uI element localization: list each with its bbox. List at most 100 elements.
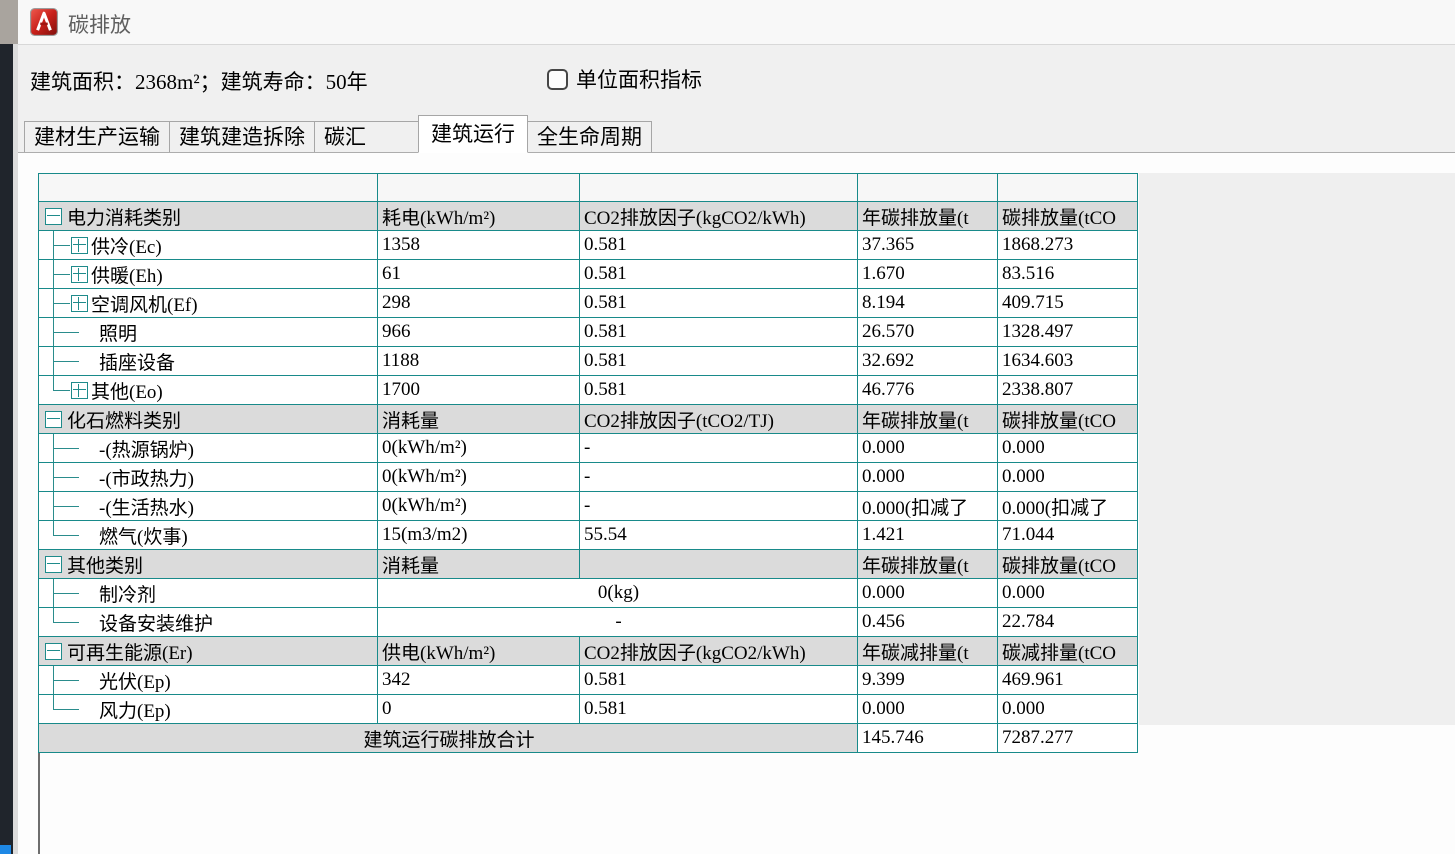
value-cell[interactable]: 0.581 <box>579 288 858 318</box>
value-cell[interactable]: 0(kWh/m²) <box>377 433 580 463</box>
value-cell[interactable]: 469.961 <box>997 665 1138 695</box>
table-row[interactable]: 插座设备 1188 0.581 32.692 1634.603 <box>38 346 1138 376</box>
value-cell[interactable]: 0.581 <box>579 665 858 695</box>
table-row[interactable]: 制冷剂 0(kg) 0.000 0.000 <box>38 578 1138 608</box>
value-cell[interactable]: 15(m3/m2) <box>377 520 580 550</box>
table-row[interactable]: -(热源锅炉) 0(kWh/m²) -0.000 0.000 <box>38 433 1138 463</box>
value-cell[interactable]: 409.715 <box>997 288 1138 318</box>
value-cell[interactable]: - <box>579 491 858 521</box>
value-cell[interactable]: 0.000 <box>857 578 998 608</box>
value-cell[interactable]: 0.000 <box>857 462 998 492</box>
value-cell[interactable]: 2338.807 <box>997 375 1138 405</box>
value-cell[interactable]: 8.194 <box>857 288 998 318</box>
value-cell[interactable]: 0.456 <box>857 607 998 637</box>
row-label-cell[interactable]: -(生活热水) <box>38 491 378 521</box>
value-cell[interactable]: 0.581 <box>579 694 858 724</box>
row-label-cell[interactable]: 空调风机(Ef) <box>38 288 378 318</box>
expand-plus-icon[interactable] <box>71 381 88 399</box>
merged-value-cell[interactable]: - <box>377 607 858 637</box>
merged-value-cell[interactable]: 0(kg) <box>377 578 858 608</box>
value-cell[interactable]: - <box>579 462 858 492</box>
table-row[interactable]: 供暖(Eh) 61 0.581 1.670 83.516 <box>38 259 1138 289</box>
unit-area-checkbox-group[interactable]: 单位面积指标 <box>547 64 702 94</box>
table-row[interactable]: 光伏(Ep) 342 0.581 9.399 469.961 <box>38 665 1138 695</box>
expand-plus-icon[interactable] <box>71 236 88 254</box>
value-cell[interactable]: 0.000 <box>857 694 998 724</box>
value-cell[interactable]: 1.670 <box>857 259 998 289</box>
value-cell[interactable]: 61 <box>377 259 580 289</box>
value-cell[interactable]: 71.044 <box>997 520 1138 550</box>
dialog-titlebar[interactable]: 碳排放 <box>18 0 1455 45</box>
value-cell[interactable]: 0.581 <box>579 317 858 347</box>
unit-area-checkbox[interactable] <box>547 68 568 90</box>
value-cell[interactable]: 1.421 <box>857 520 998 550</box>
section-label-cell[interactable]: 化石燃料类别 <box>38 404 378 434</box>
row-label-cell[interactable]: -(热源锅炉) <box>38 433 378 463</box>
value-cell[interactable]: - <box>579 433 858 463</box>
table-row[interactable]: 风力(Ep) 0 0.581 0.000 0.000 <box>38 694 1138 724</box>
table-row[interactable]: -(生活热水) 0(kWh/m²) -0.000(扣减了 0.000(扣减了 <box>38 491 1138 521</box>
section-label-cell[interactable]: 其他类别 <box>38 549 378 579</box>
table-row[interactable]: 照明 966 0.581 26.570 1328.497 <box>38 317 1138 347</box>
value-cell[interactable]: 0.000 <box>857 433 998 463</box>
value-cell[interactable]: 46.776 <box>857 375 998 405</box>
value-cell[interactable]: 0.000 <box>997 694 1138 724</box>
value-cell[interactable]: 966 <box>377 317 580 347</box>
value-cell[interactable]: 9.399 <box>857 665 998 695</box>
section-label-cell[interactable]: 电力消耗类别 <box>38 201 378 231</box>
expand-plus-icon[interactable] <box>71 294 88 312</box>
row-label-cell[interactable]: 设备安装维护 <box>38 607 378 637</box>
value-cell[interactable]: 298 <box>377 288 580 318</box>
value-cell[interactable]: 1328.497 <box>997 317 1138 347</box>
table-row[interactable]: 空调风机(Ef) 298 0.581 8.194 409.715 <box>38 288 1138 318</box>
collapse-minus-icon[interactable] <box>45 410 62 428</box>
value-cell[interactable]: 1634.603 <box>997 346 1138 376</box>
row-label-cell[interactable]: 供暖(Eh) <box>38 259 378 289</box>
table-row[interactable]: 其他(Eo) 1700 0.581 46.776 2338.807 <box>38 375 1138 405</box>
value-cell[interactable]: 0.000 <box>997 578 1138 608</box>
value-cell[interactable]: 0.581 <box>579 346 858 376</box>
value-cell[interactable]: 55.54 <box>579 520 858 550</box>
value-cell[interactable]: 26.570 <box>857 317 998 347</box>
expand-plus-icon[interactable] <box>71 265 88 283</box>
row-label-cell[interactable]: 供冷(Ec) <box>38 230 378 260</box>
row-label-cell[interactable]: 风力(Ep) <box>38 694 378 724</box>
value-cell[interactable]: 1868.273 <box>997 230 1138 260</box>
value-cell[interactable]: 1358 <box>377 230 580 260</box>
row-label-cell[interactable]: 光伏(Ep) <box>38 665 378 695</box>
value-cell[interactable]: 22.784 <box>997 607 1138 637</box>
value-cell[interactable]: 0.581 <box>579 375 858 405</box>
tab-material-production-transport[interactable]: 建材生产运输 <box>24 121 170 152</box>
collapse-minus-icon[interactable] <box>45 207 62 225</box>
row-label-cell[interactable]: 其他(Eo) <box>38 375 378 405</box>
value-cell[interactable]: 342 <box>377 665 580 695</box>
value-cell[interactable]: 32.692 <box>857 346 998 376</box>
tab-life-cycle[interactable]: 全生命周期 <box>527 121 652 152</box>
value-cell[interactable]: 0 <box>377 694 580 724</box>
table-row[interactable]: 供冷(Ec) 1358 0.581 37.365 1868.273 <box>38 230 1138 260</box>
row-label-cell[interactable]: 制冷剂 <box>38 578 378 608</box>
value-cell[interactable]: 1700 <box>377 375 580 405</box>
section-label-cell[interactable]: 可再生能源(Er) <box>38 636 378 666</box>
collapse-minus-icon[interactable] <box>45 642 62 660</box>
table-row[interactable]: -(市政热力) 0(kWh/m²) -0.000 0.000 <box>38 462 1138 492</box>
value-cell[interactable]: 1188 <box>377 346 580 376</box>
value-cell[interactable]: 0.581 <box>579 259 858 289</box>
tab-carbon-sink[interactable]: 碳汇 <box>314 121 419 152</box>
value-cell[interactable]: 0(kWh/m²) <box>377 491 580 521</box>
row-label-cell[interactable]: 插座设备 <box>38 346 378 376</box>
value-cell[interactable]: 0.000(扣减了 <box>857 491 998 521</box>
row-label-cell[interactable]: 燃气(炊事) <box>38 520 378 550</box>
tab-construction-demolition[interactable]: 建筑建造拆除 <box>169 121 315 152</box>
table-row[interactable]: 设备安装维护 -0.456 22.784 <box>38 607 1138 637</box>
table-row[interactable]: 燃气(炊事) 15(m3/m2) 55.54 1.421 71.044 <box>38 520 1138 550</box>
value-cell[interactable]: 0.000 <box>997 433 1138 463</box>
value-cell[interactable]: 83.516 <box>997 259 1138 289</box>
collapse-minus-icon[interactable] <box>45 555 62 573</box>
row-label-cell[interactable]: 照明 <box>38 317 378 347</box>
value-cell[interactable]: 0.581 <box>579 230 858 260</box>
tab-building-operation[interactable]: 建筑运行 <box>418 115 528 153</box>
value-cell[interactable]: 0.000(扣减了 <box>997 491 1138 521</box>
row-label-cell[interactable]: -(市政热力) <box>38 462 378 492</box>
value-cell[interactable]: 0(kWh/m²) <box>377 462 580 492</box>
